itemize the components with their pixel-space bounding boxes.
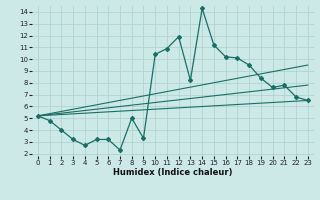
X-axis label: Humidex (Indice chaleur): Humidex (Indice chaleur) [113, 168, 233, 177]
